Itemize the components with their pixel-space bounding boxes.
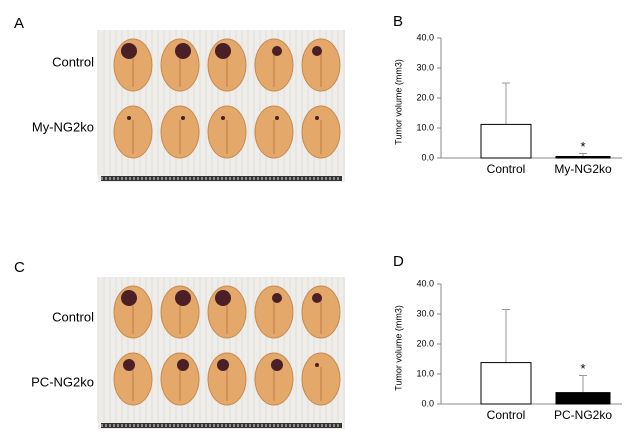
tumor (272, 46, 282, 56)
bar (480, 123, 532, 159)
panel-label: D (393, 253, 404, 270)
photo-row-label: My-NG2ko (32, 119, 94, 134)
tumor (315, 363, 319, 367)
x-tick-label: Control (487, 162, 526, 176)
bar (555, 392, 611, 405)
panel-label: A (14, 15, 24, 32)
tumor (315, 116, 319, 120)
y-tick-label: 30.0 (416, 308, 434, 318)
photo-row-label: PC-NG2ko (31, 374, 94, 389)
y-tick-label: 10.0 (416, 122, 434, 132)
tumor (312, 46, 322, 56)
tumor (175, 43, 191, 59)
tumor (215, 290, 231, 306)
y-tick-label: 10.0 (416, 368, 434, 378)
tumor (221, 116, 225, 120)
tumor (123, 359, 135, 371)
significance-mark: * (580, 361, 585, 376)
tumor (181, 116, 185, 120)
panel-label: C (14, 259, 25, 276)
y-tick-label: 20.0 (416, 92, 434, 102)
panel-label: B (393, 13, 403, 30)
y-axis-label: Tumor volume (mm3) (393, 59, 403, 145)
y-tick-label: 0.0 (421, 398, 434, 408)
y-tick-label: 40.0 (416, 32, 434, 42)
y-tick-label: 30.0 (416, 62, 434, 72)
bar (555, 156, 611, 159)
bar (480, 362, 532, 405)
tumor (215, 43, 231, 59)
tumor (127, 116, 131, 120)
significance-mark: * (580, 139, 585, 154)
y-tick-label: 40.0 (416, 278, 434, 288)
y-tick-label: 0.0 (421, 152, 434, 162)
tumor (175, 290, 191, 306)
tumor (272, 293, 282, 303)
tumor (217, 359, 229, 371)
tumor (271, 359, 283, 371)
photo-row-label: Control (52, 54, 94, 69)
tumor (121, 290, 137, 306)
tumor (121, 43, 137, 59)
x-tick-label: PC-NG2ko (554, 408, 612, 422)
x-tick-label: My-NG2ko (554, 162, 612, 176)
photo-row-label: Control (52, 309, 94, 324)
tumor (275, 116, 279, 120)
tumor (312, 293, 322, 303)
y-axis-label: Tumor volume (mm3) (393, 305, 403, 391)
x-tick-label: Control (487, 408, 526, 422)
y-tick-label: 20.0 (416, 338, 434, 348)
tumor (177, 359, 189, 371)
